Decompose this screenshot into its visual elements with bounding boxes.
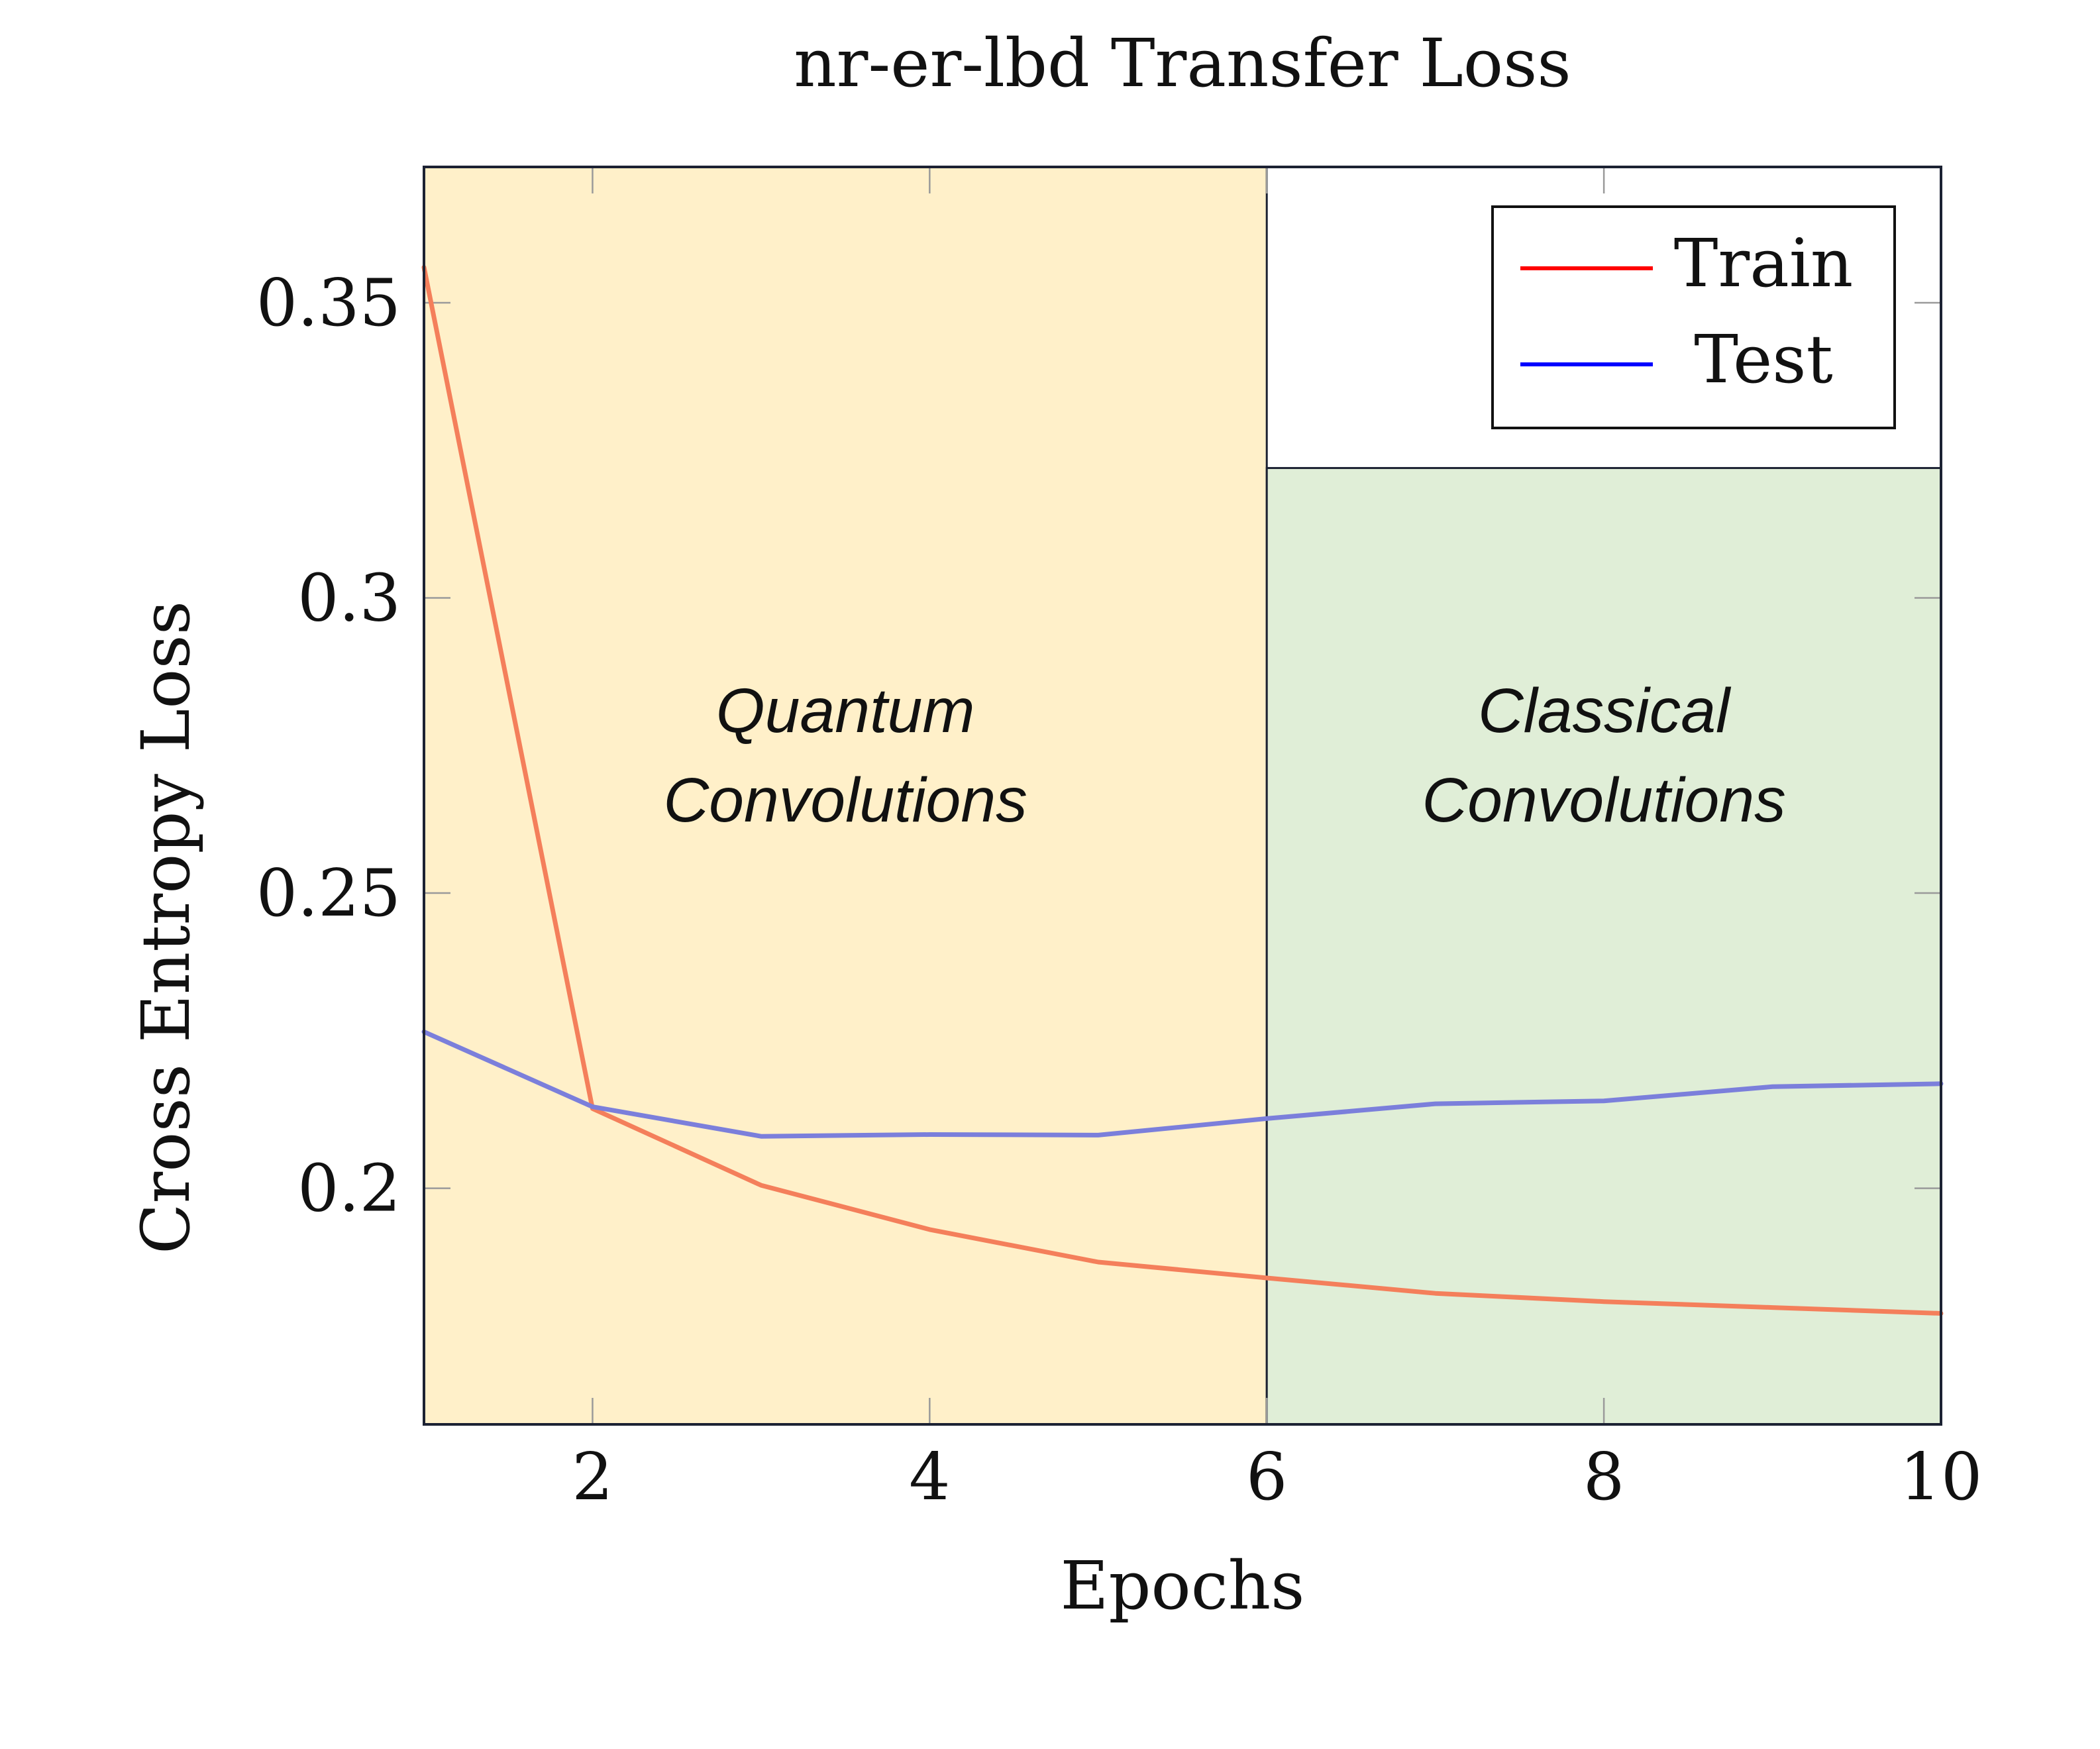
x-axis-label: Epochs [1061, 1547, 1305, 1624]
region-label-1-0: Classical [1478, 676, 1732, 746]
region-0 [423, 166, 1268, 1426]
x-tick-label-0: 2 [572, 1440, 613, 1515]
x-tick-label-2: 6 [1246, 1440, 1287, 1515]
chart-title: nr-er-lbd Transfer Loss [794, 25, 1571, 102]
y-tick-label-0: 0.2 [297, 1151, 401, 1227]
x-tick-label-1: 4 [909, 1440, 950, 1515]
x-tick-label-4: 10 [1900, 1440, 1983, 1515]
region-label-0-1: Convolutions [664, 765, 1027, 835]
region-label-0-0: Quantum [716, 676, 975, 746]
y-tick-label-3: 0.35 [256, 266, 401, 341]
region-1 [1265, 466, 1942, 1426]
plot-frame [423, 166, 1942, 1426]
legend-label-test: Test [1694, 321, 1833, 398]
y-tick-label-2: 0.3 [297, 560, 401, 636]
legend-label-train: Train [1674, 225, 1854, 302]
region-layer [423, 166, 1942, 1426]
plot-area: Quantum Convolutions Classical Convolutions [421, 166, 1944, 1426]
series-lines [421, 265, 1944, 1316]
tick-labels: 2 4 6 8 10 0.2 0.25 0.3 0.35 [256, 266, 1983, 1515]
y-axis-label: Cross Entropy Loss [127, 601, 205, 1254]
series-line-train [421, 265, 1944, 1316]
legend-box [1491, 205, 1896, 429]
legend: Train Test [1491, 205, 1896, 429]
series-line-test [421, 1029, 1944, 1139]
region-label-1-1: Convolutions [1422, 765, 1786, 835]
region-labels: Quantum Convolutions Classical Convolutions [664, 676, 1786, 835]
x-tick-label-3: 8 [1583, 1440, 1624, 1515]
y-tick-label-1: 0.25 [256, 856, 401, 931]
